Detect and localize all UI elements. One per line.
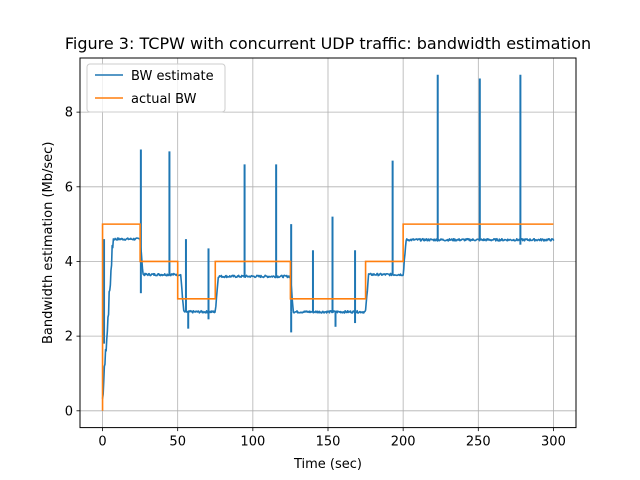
x-axis-label: Time (sec) <box>293 457 362 472</box>
legend: BW estimate actual BW <box>86 63 226 113</box>
y-tick-label: 6 <box>65 180 73 195</box>
x-tick-label: 250 <box>466 435 491 450</box>
chart-title: Figure 3: TCPW with concurrent UDP traff… <box>65 34 591 53</box>
x-tick-label: 50 <box>169 435 186 450</box>
y-tick-label: 8 <box>65 106 73 121</box>
x-tick-label: 0 <box>98 435 106 450</box>
x-tick-label: 100 <box>240 435 265 450</box>
y-axis-label: Bandwidth estimation (Mb/sec) <box>41 142 56 344</box>
grid <box>80 58 576 428</box>
axis-ticks: 0 50 100 150 200 250 300 0 2 4 6 8 <box>65 106 566 450</box>
legend-label-actual-bw: actual BW <box>131 92 197 107</box>
y-tick-label: 2 <box>65 330 73 345</box>
x-tick-label: 300 <box>541 435 566 450</box>
y-tick-label: 0 <box>65 404 73 419</box>
x-tick-label: 200 <box>391 435 416 450</box>
legend-label-bw-estimate: BW estimate <box>131 69 214 84</box>
x-tick-label: 150 <box>316 435 341 450</box>
series-line-actual-bw <box>101 223 554 411</box>
plot-series <box>101 74 555 411</box>
legend-box <box>86 63 226 113</box>
y-tick-label: 4 <box>65 255 73 270</box>
